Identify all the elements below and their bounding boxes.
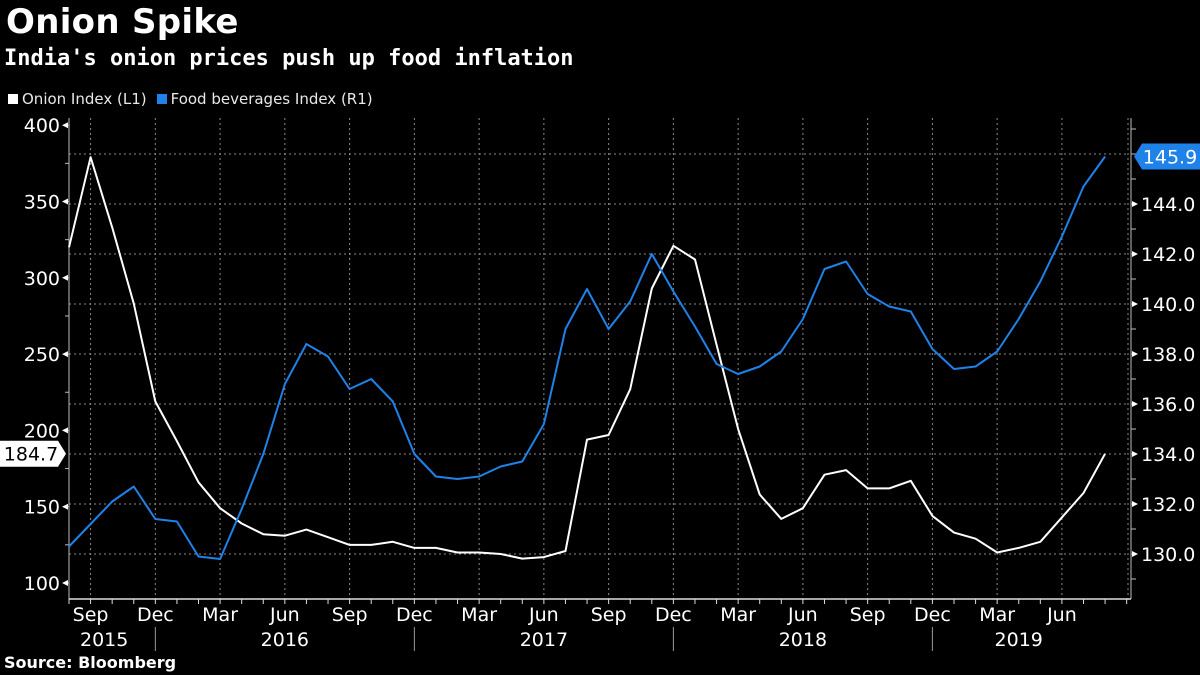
chart-title: Onion Spike — [6, 2, 239, 42]
left-axis-tick-label: 150 — [24, 497, 60, 519]
x-axis-year-label: 2015 — [80, 629, 128, 651]
x-axis-month-label: Mar — [720, 604, 756, 626]
series-lines — [68, 155, 1106, 560]
x-axis-year-label: 2016 — [261, 629, 309, 651]
x-axis-month-label: Sep — [73, 604, 109, 626]
x-axis-month-label: Dec — [655, 604, 692, 626]
left-axis-tick — [62, 122, 68, 129]
legend: Onion Index (L1) Food beverages Index (R… — [8, 90, 373, 108]
legend-swatch-onion — [8, 94, 18, 104]
right-axis-tick — [1132, 401, 1138, 407]
legend-item-food: Food beverages Index (R1) — [156, 90, 373, 108]
legend-item-onion: Onion Index (L1) — [8, 90, 147, 108]
axes: 100 150 200 250 300 350 400 130.0 132.0 134.0 136.… — [24, 115, 1195, 651]
right-axis-tick-label: 140.0 — [1141, 294, 1195, 316]
onion-index-line — [68, 156, 1106, 560]
right-axis-tick — [1132, 501, 1138, 507]
x-axis-month-label: Sep — [332, 604, 368, 626]
x-axis-month-label: Jun — [1046, 604, 1077, 626]
x-axis-month-label: Jun — [787, 604, 818, 626]
onion-last-value-badge — [0, 440, 66, 467]
legend-label-onion: Onion Index (L1) — [22, 90, 147, 108]
left-axis-tick — [62, 198, 68, 205]
x-axis-year-label: 2018 — [779, 629, 827, 651]
x-axis-month-label: Jun — [269, 604, 300, 626]
food-last-value-badge — [1134, 143, 1200, 170]
left-axis-tick — [62, 274, 68, 281]
left-axis-tick — [62, 427, 68, 434]
x-axis-month-label: Dec — [137, 604, 174, 626]
left-axis-tick — [62, 503, 68, 510]
right-axis-tick-label: 144.0 — [1141, 194, 1195, 216]
left-axis-tick-label: 350 — [24, 192, 60, 214]
right-axis-tick — [1132, 351, 1138, 357]
x-axis-year-label: 2017 — [520, 629, 568, 651]
x-axis-month-label: Jun — [528, 604, 559, 626]
x-axis-year-label: 2019 — [995, 629, 1043, 651]
right-axis-tick-label: 142.0 — [1141, 244, 1195, 266]
x-axis-month-label: Mar — [979, 604, 1015, 626]
x-axis-month-label: Sep — [591, 604, 627, 626]
right-axis-tick-label: 134.0 — [1141, 444, 1195, 466]
right-axis-tick-label: 132.0 — [1141, 494, 1195, 516]
left-axis-tick-label: 200 — [24, 420, 60, 442]
value-labels: 184.7 145.9 — [0, 143, 1200, 467]
left-axis-tick — [62, 580, 68, 586]
right-axis-tick — [1132, 551, 1138, 557]
right-axis-tick — [1132, 451, 1138, 457]
right-axis-tick — [1132, 201, 1138, 207]
onion-last-value-label: 184.7 — [4, 444, 58, 466]
x-axis-month-label: Dec — [914, 604, 951, 626]
x-axis-month-label: Sep — [850, 604, 886, 626]
left-axis-tick-label: 400 — [24, 115, 60, 137]
grid-lines — [69, 118, 1129, 599]
left-axis-tick-label: 300 — [24, 268, 60, 290]
legend-label-food: Food beverages Index (R1) — [170, 90, 373, 108]
right-axis-tick — [1132, 301, 1138, 307]
source-note: Source: Bloomberg — [4, 653, 177, 672]
food-last-value-label: 145.9 — [1143, 147, 1197, 169]
left-axis-tick-label: 100 — [24, 573, 60, 595]
left-axis-tick-label: 250 — [24, 344, 60, 366]
right-axis-tick — [1132, 251, 1138, 257]
right-axis-tick-label: 138.0 — [1141, 344, 1195, 366]
legend-swatch-food — [156, 94, 167, 104]
x-axis-month-label: Mar — [461, 604, 497, 626]
x-axis-month-label: Mar — [202, 604, 238, 626]
x-axis-month-label: Dec — [396, 604, 433, 626]
right-axis-tick-label: 130.0 — [1141, 544, 1195, 566]
right-axis-tick-label: 136.0 — [1141, 394, 1195, 416]
left-axis-tick — [62, 351, 68, 358]
food-beverages-index-line — [68, 155, 1106, 560]
chart-subtitle: India's onion prices push up food inflat… — [4, 46, 574, 71]
